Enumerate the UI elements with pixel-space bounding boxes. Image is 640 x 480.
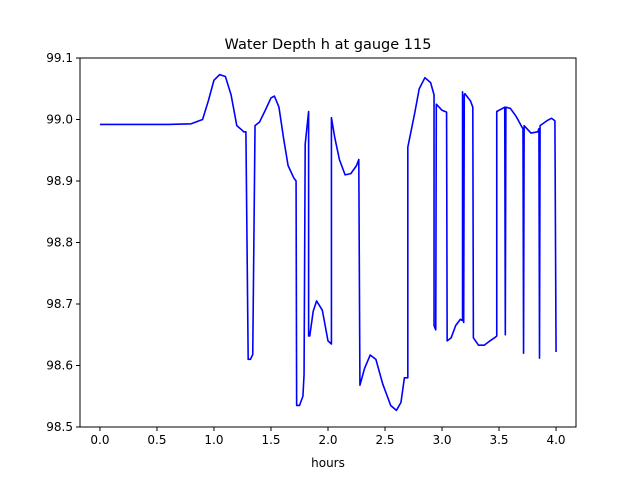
x-tick-label: 4.0: [546, 433, 565, 447]
plot-area: [99, 73, 557, 412]
x-tick-label: 2.0: [318, 433, 337, 447]
chart-title: Water Depth h at gauge 115: [225, 37, 432, 53]
x-tick-label: 1.5: [261, 433, 280, 447]
y-tick-label: 98.7: [46, 297, 73, 311]
y-tick-label: 98.9: [46, 174, 73, 188]
x-tick-label: 2.5: [375, 433, 394, 447]
plot-frame: [79, 57, 577, 428]
x-tick-label: 3.5: [489, 433, 508, 447]
y-tick-label: 99.1: [46, 51, 73, 65]
x-tick-label: 1.0: [204, 433, 223, 447]
y-tick-label: 98.8: [46, 236, 73, 250]
series-line-0: [99, 73, 557, 412]
x-tick-label: 0.5: [147, 433, 166, 447]
x-tick-label: 3.0: [432, 433, 451, 447]
y-tick-label: 99.0: [46, 113, 73, 127]
x-axis: 0.0 0.5 1.0 1.5 2.0 2.5 3.0 3.5 4.0: [90, 427, 566, 447]
y-axis: 98.5 98.6 98.7 98.8 98.9 99.0 99.1: [46, 51, 80, 434]
x-tick-label: 0.0: [90, 433, 109, 447]
y-tick-label: 98.5: [46, 420, 73, 434]
x-axis-label: hours: [311, 456, 345, 470]
y-tick-label: 98.6: [46, 359, 73, 373]
